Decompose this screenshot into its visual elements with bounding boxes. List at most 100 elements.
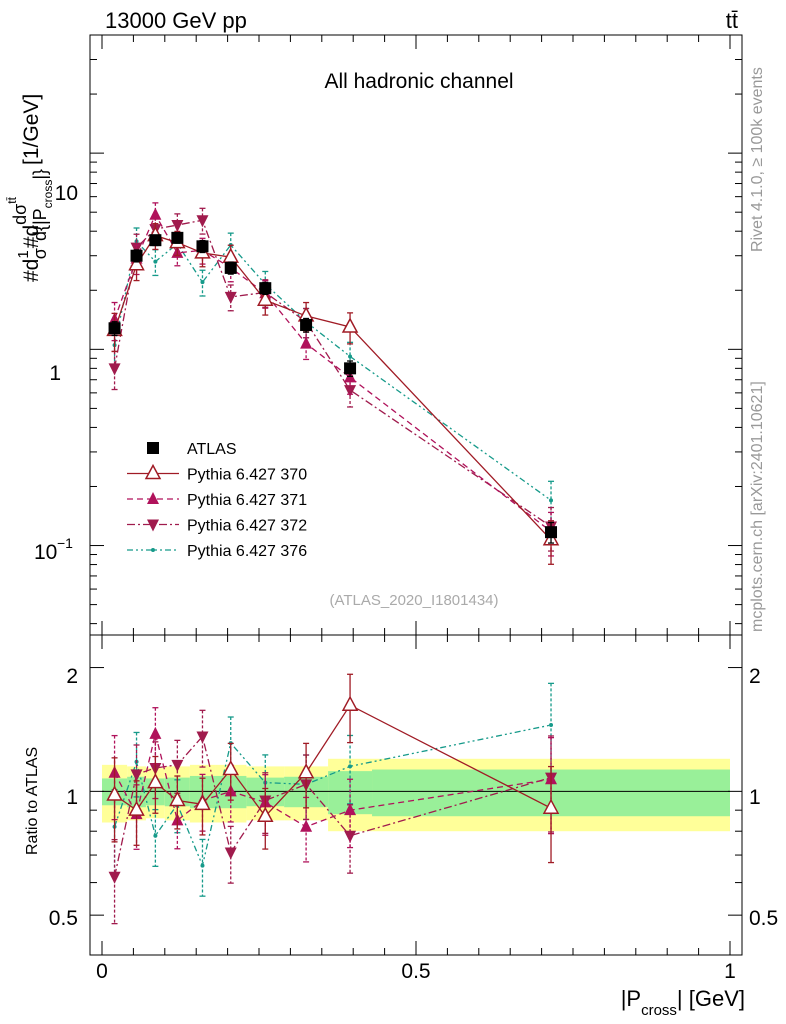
ratio-point-pythia-6-427-376 (153, 833, 158, 838)
x-tick-label-0.5: 0.5 (401, 960, 430, 983)
ratio-error-bar-pythia-6-427-372 (199, 709, 206, 768)
data-point-atlas (259, 282, 272, 295)
series-pythia-6-427-376 (111, 227, 555, 526)
data-point-atlas (108, 322, 121, 335)
ratio-point-pythia-6-427-370 (542, 798, 560, 814)
data-point-pythia-6-427-371 (300, 336, 313, 349)
series-pythia-6-427-372 (108, 207, 558, 552)
data-point-pythia-6-427-372 (108, 363, 121, 376)
ratio-point-pythia-6-427-370 (106, 785, 123, 801)
legend-entry-pythia-6-427-372: Pythia 6.427 372 (127, 518, 307, 535)
ratio-y-ticks (90, 667, 742, 916)
analysis-label: (ATLAS_2020_I1801434) (329, 592, 498, 609)
svg-text:#d1σ#ddσtt̄d{|Pcross|}[1/GeV]: #d1σ#ddσtt̄d{|Pcross|}[1/GeV] (5, 94, 55, 282)
data-point-atlas (171, 231, 184, 244)
series-line-pythia-6-427-370 (113, 234, 552, 541)
ratio-point-pythia-6-427-370 (341, 695, 359, 711)
series-line-pythia-6-427-376 (113, 240, 552, 501)
data-point-atlas (545, 526, 558, 539)
data-point-pythia-6-427-376 (348, 354, 353, 359)
x-ticks (101, 35, 731, 955)
rivet-version-label: Rivet 4.1.0, ≥ 100k events (749, 67, 766, 252)
ratio-point-pythia-6-427-372 (130, 769, 143, 782)
ratio-point-pythia-6-427-370 (222, 759, 239, 776)
ratio-error-bar-pythia-6-427-370 (548, 765, 555, 864)
ratio-tick-label-left-1: 1 (66, 786, 78, 809)
x-tick-label-0: 0 (96, 960, 108, 983)
legend-marker-pythia-6-427-376 (151, 548, 155, 552)
ratio-series-pythia-6-427-370 (106, 673, 560, 864)
y-tick-label-0.1: 10 −1 (34, 535, 73, 564)
ratio-point-pythia-6-427-371 (149, 726, 162, 739)
ratio-y-label: Ratio to ATLAS (24, 747, 41, 855)
legend-marker-pythia-6-427-371 (147, 492, 159, 504)
ratio-tick-label-left-2: 2 (66, 665, 78, 688)
y-tick-label-1: 1 (49, 362, 61, 385)
ratio-point-pythia-6-427-370 (147, 773, 164, 789)
legend-entry-pythia-6-427-370: Pythia 6.427 370 (127, 463, 307, 484)
data-point-atlas (130, 249, 143, 262)
legend-label-atlas: ATLAS (187, 441, 237, 458)
y-axis-label: #d1σ#ddσtt̄d{|Pcross|}[1/GeV] (5, 94, 55, 282)
ratio-point-pythia-6-427-370 (297, 763, 315, 779)
ratio-point-pythia-6-427-376 (549, 722, 554, 727)
ratio-point-pythia-6-427-372 (196, 731, 209, 744)
data-point-pythia-6-427-370 (257, 290, 274, 306)
data-point-pythia-6-427-372 (224, 291, 237, 304)
series-pythia-6-427-370 (106, 223, 560, 565)
ratio-point-pythia-6-427-372 (171, 759, 184, 772)
data-point-atlas (344, 362, 357, 375)
legend-marker-pythia-6-427-372 (147, 519, 159, 532)
main-series-layer (106, 202, 560, 565)
legend-entry-atlas: ATLAS (147, 441, 237, 458)
data-point-pythia-6-427-376 (200, 280, 205, 285)
data-point-pythia-6-427-371 (149, 207, 162, 220)
ratio-point-pythia-6-427-376 (200, 863, 205, 868)
legend: ATLAS Pythia 6.427 370 Pythia 6.427 371 Pyt… (127, 441, 307, 560)
ratio-point-pythia-6-427-372 (108, 871, 121, 884)
ratio-point-pythia-6-427-372 (224, 847, 237, 860)
legend-marker-atlas (147, 442, 159, 454)
legend-label-pythia-6-427-370: Pythia 6.427 370 (187, 467, 307, 484)
ratio-tick-label-right-1: 1 (749, 786, 761, 809)
data-point-atlas (196, 240, 209, 253)
y-tick-label-10: 10 (55, 182, 78, 205)
ratio-uncertainty-bands (102, 758, 730, 832)
ratio-point-pythia-6-427-371 (300, 819, 313, 832)
series-line-pythia-6-427-372 (113, 219, 552, 528)
ratio-series-layer (106, 673, 560, 925)
data-point-atlas (224, 261, 237, 274)
main-y-ticks (90, 34, 742, 625)
svg-text:−1: −1 (57, 535, 73, 551)
mcplots-label: mcplots.cern.ch [arXiv:2401.10621] (749, 381, 766, 632)
ratio-line-pythia-6-427-371 (113, 733, 552, 828)
legend-label-pythia-6-427-376: Pythia 6.427 376 (187, 543, 307, 560)
ratio-point-pythia-6-427-376 (348, 764, 353, 769)
ratio-point-pythia-6-427-371 (344, 803, 357, 816)
ratio-line-pythia-6-427-372 (113, 735, 552, 877)
legend-label-pythia-6-427-371: Pythia 6.427 371 (187, 492, 307, 509)
legend-label-pythia-6-427-372: Pythia 6.427 372 (187, 518, 307, 535)
ratio-tick-label-right-0.5: 0.5 (749, 907, 778, 930)
ratio-point-pythia-6-427-370 (194, 794, 211, 811)
data-point-pythia-6-427-376 (153, 259, 158, 264)
series-atlas (108, 231, 558, 544)
ratio-point-pythia-6-427-370 (128, 800, 145, 816)
x-tick-label-1: 1 (724, 960, 736, 983)
data-point-pythia-6-427-370 (341, 317, 359, 333)
legend-marker-pythia-6-427-370 (144, 463, 162, 480)
header-right: tt̄ (726, 8, 738, 33)
ratio-line-pythia-6-427-370 (114, 704, 552, 818)
ratio-error-bar-pythia-6-427-376 (199, 838, 206, 897)
x-axis-label: |Pcross| [GeV] (621, 986, 745, 1019)
data-point-pythia-6-427-376 (549, 498, 554, 503)
data-point-pythia-6-427-372 (196, 215, 209, 228)
legend-entry-pythia-6-427-371: Pythia 6.427 371 (127, 492, 307, 509)
svg-text:10: 10 (34, 541, 57, 564)
data-point-pythia-6-427-370 (128, 255, 145, 271)
header-left: 13000 GeV pp (105, 8, 247, 33)
ratio-tick-label-right-2: 2 (749, 665, 761, 688)
ratio-error-bar-pythia-6-427-372 (227, 825, 234, 884)
series-line-pythia-6-427-371 (113, 213, 552, 532)
